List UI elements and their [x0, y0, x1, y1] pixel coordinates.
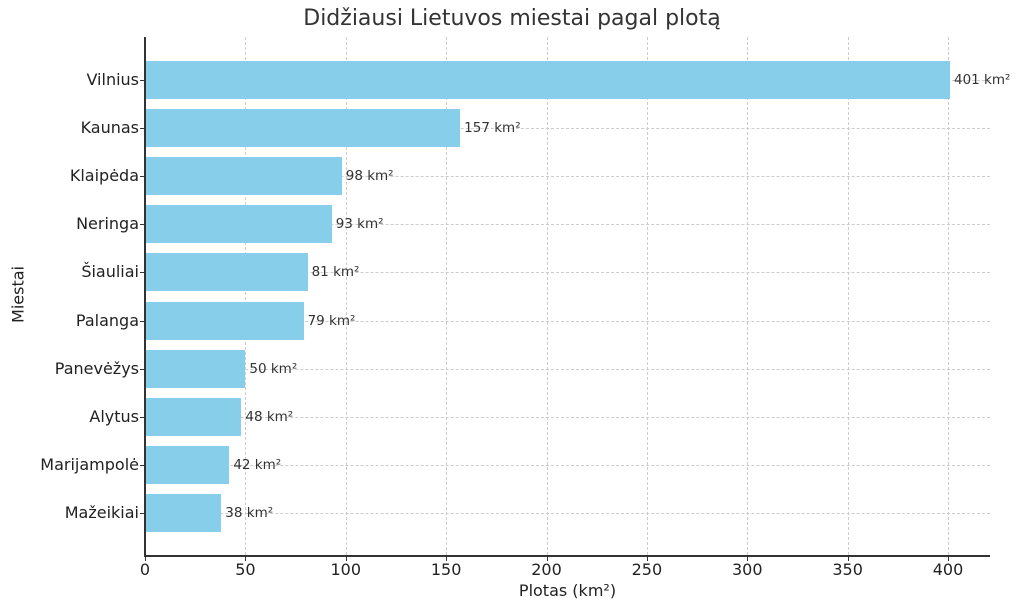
horizontal-gridline [145, 512, 990, 514]
y-tick-label: Šiauliai [81, 262, 139, 282]
value-label: 157 km² [464, 120, 521, 137]
x-axis-title: Plotas (km²) [518, 581, 617, 600]
bar-kaunas [145, 109, 461, 148]
value-label: 50 km² [249, 360, 298, 377]
x-tick-mark [446, 556, 448, 561]
x-tick-mark [345, 556, 347, 561]
y-tick-mark [140, 368, 145, 370]
bar-neringa [145, 205, 332, 244]
x-tick-label: 300 [731, 560, 763, 579]
y-axis-spine [144, 37, 146, 556]
y-tick-mark [140, 416, 145, 418]
y-tick-label: Palanga [75, 310, 139, 330]
y-tick-mark [140, 512, 145, 514]
vertical-gridline [747, 37, 749, 555]
horizontal-gridline [145, 176, 990, 178]
value-label: 93 km² [335, 216, 384, 233]
x-axis-spine [144, 555, 990, 557]
y-tick-mark [140, 224, 145, 226]
horizontal-gridline [145, 416, 990, 418]
chart-title: Didžiausi Lietuvos miestai pagal plotą [303, 6, 721, 31]
x-tick-mark [546, 556, 548, 561]
vertical-gridline [345, 37, 347, 555]
x-tick-label: 400 [932, 560, 964, 579]
horizontal-gridline [145, 128, 990, 130]
x-tick-label: 350 [832, 560, 863, 579]
y-tick-label: Klaipėda [69, 166, 139, 186]
y-tick-label: Kaunas [80, 118, 139, 138]
y-tick-mark [140, 176, 145, 178]
y-tick-label: Panevėžys [54, 358, 139, 378]
y-tick-mark [140, 320, 145, 322]
bar-mažeikiai [145, 493, 222, 532]
bar-palanga [145, 301, 304, 340]
x-tick-label: 50 [235, 560, 256, 579]
y-tick-label: Alytus [89, 406, 139, 426]
bar-vilnius [145, 61, 950, 99]
x-tick-label: 250 [631, 560, 663, 579]
x-tick-label: 150 [430, 560, 462, 579]
bar-klaipėda [145, 157, 342, 196]
value-label: 98 km² [345, 168, 394, 185]
horizontal-gridline [145, 272, 990, 274]
x-tick-mark [948, 556, 949, 561]
vertical-gridline [646, 37, 648, 555]
y-axis-title: Miestai [8, 266, 28, 323]
y-tick-mark [140, 128, 145, 130]
value-label: 81 km² [311, 264, 360, 281]
y-tick-mark [140, 80, 145, 81]
bar-marijampolė [145, 445, 230, 484]
bar-alytus [145, 397, 242, 436]
x-tick-mark [847, 556, 849, 561]
vertical-gridline [948, 37, 949, 555]
vertical-gridline [847, 37, 849, 555]
value-label: 48 km² [245, 408, 294, 425]
y-tick-label: Marijampolė [40, 454, 139, 474]
vertical-gridline [546, 37, 548, 555]
x-tick-mark [747, 556, 749, 561]
y-tick-mark [140, 464, 145, 466]
vertical-gridline [446, 37, 448, 555]
horizontal-gridline [145, 464, 990, 466]
x-tick-mark [245, 556, 247, 561]
horizontal-gridline [145, 224, 990, 226]
y-tick-label: Vilnius [86, 70, 139, 89]
x-tick-mark [145, 556, 146, 561]
value-label: 42 km² [233, 456, 282, 473]
vertical-gridline [245, 37, 247, 555]
y-tick-mark [140, 272, 145, 274]
y-tick-label: Neringa [76, 214, 139, 234]
value-label: 38 km² [225, 504, 274, 521]
value-label: 401 km² [954, 72, 1011, 88]
bar-panevėžys [145, 349, 246, 388]
x-tick-label: 200 [531, 560, 562, 579]
x-tick-label: 100 [330, 560, 362, 579]
horizontal-gridline [145, 320, 990, 322]
x-tick-label: 0 [139, 560, 151, 579]
horizontal-gridline [145, 368, 990, 370]
y-tick-label: Mažeikiai [64, 502, 139, 522]
value-label: 79 km² [307, 312, 356, 329]
x-tick-mark [646, 556, 648, 561]
bar-šiauliai [145, 253, 308, 292]
